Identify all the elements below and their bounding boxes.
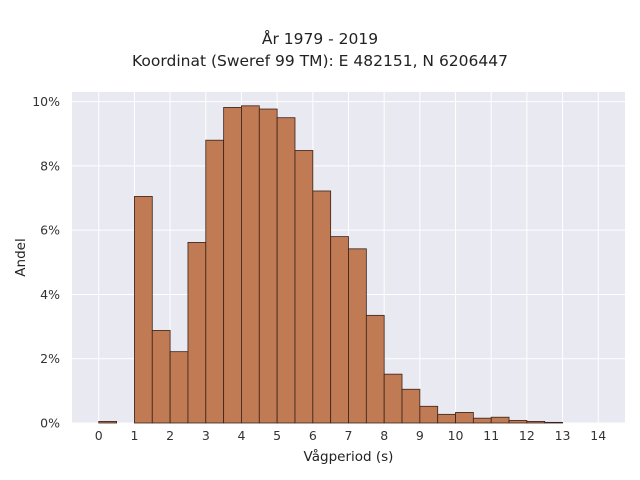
- x-tick-label: 5: [273, 428, 281, 443]
- histogram-bar: [276, 117, 296, 424]
- histogram-bar: [294, 150, 314, 424]
- histogram-bar: [419, 405, 439, 424]
- x-axis-label: Vågperiod (s): [304, 448, 394, 465]
- histogram-bar: [544, 421, 563, 424]
- x-tick-label: 4: [237, 428, 245, 443]
- histogram-bar: [526, 420, 546, 424]
- chart-title: År 1979 - 2019: [261, 30, 379, 48]
- x-axis-ticks: 0 1 2 3 4 5 6 7 8 9 10 11 12 13 14: [95, 428, 606, 443]
- chart-title-block: År 1979 - 2019 Koordinat (Sweref 99 TM):…: [0, 28, 640, 72]
- y-tick-label: 8%: [40, 158, 60, 173]
- histogram-bar: [98, 420, 117, 424]
- histogram-bar: [437, 413, 456, 424]
- histogram-bar: [169, 351, 189, 424]
- x-tick-label: 12: [519, 428, 535, 443]
- histogram-bar: [455, 411, 474, 424]
- x-tick-label: 11: [483, 428, 499, 443]
- x-tick-label: 0: [95, 428, 103, 443]
- histogram-bar: [330, 236, 349, 424]
- y-tick-label: 10%: [32, 94, 60, 109]
- histogram-bar: [383, 373, 403, 424]
- y-tick-label: 0%: [40, 416, 60, 431]
- histogram-bars: [98, 105, 563, 424]
- histogram-bar: [223, 107, 242, 424]
- histogram-bar: [472, 417, 492, 424]
- x-tick-label: 7: [345, 428, 353, 443]
- histogram-bar: [258, 108, 278, 424]
- x-tick-label: 1: [130, 428, 138, 443]
- histogram-bar: [312, 190, 332, 424]
- x-tick-label: 13: [555, 428, 571, 443]
- histogram-bar: [187, 241, 207, 424]
- histogram-bar: [490, 416, 510, 424]
- histogram-bar: [508, 420, 528, 424]
- x-tick-label: 10: [448, 428, 464, 443]
- chart-subtitle: Koordinat (Sweref 99 TM): E 482151, N 62…: [132, 52, 508, 70]
- y-axis-label: Andel: [13, 238, 29, 276]
- histogram-bar: [365, 314, 385, 424]
- y-tick-label: 6%: [40, 223, 60, 238]
- x-tick-label: 9: [416, 428, 424, 443]
- x-tick-label: 2: [166, 428, 174, 443]
- x-tick-label: 14: [590, 428, 606, 443]
- histogram-bar: [205, 139, 225, 424]
- y-axis-ticks: 0% 2% 4% 6% 8% 10%: [32, 94, 60, 430]
- y-tick-label: 4%: [40, 287, 60, 302]
- y-tick-label: 2%: [40, 351, 60, 366]
- x-tick-label: 3: [202, 428, 210, 443]
- x-tick-label: 8: [380, 428, 388, 443]
- histogram-bar: [151, 330, 171, 424]
- histogram-bar: [348, 248, 367, 424]
- histogram-bar: [241, 105, 260, 424]
- histogram-bar: [401, 388, 421, 424]
- x-tick-label: 6: [309, 428, 317, 443]
- histogram-bar: [134, 196, 153, 424]
